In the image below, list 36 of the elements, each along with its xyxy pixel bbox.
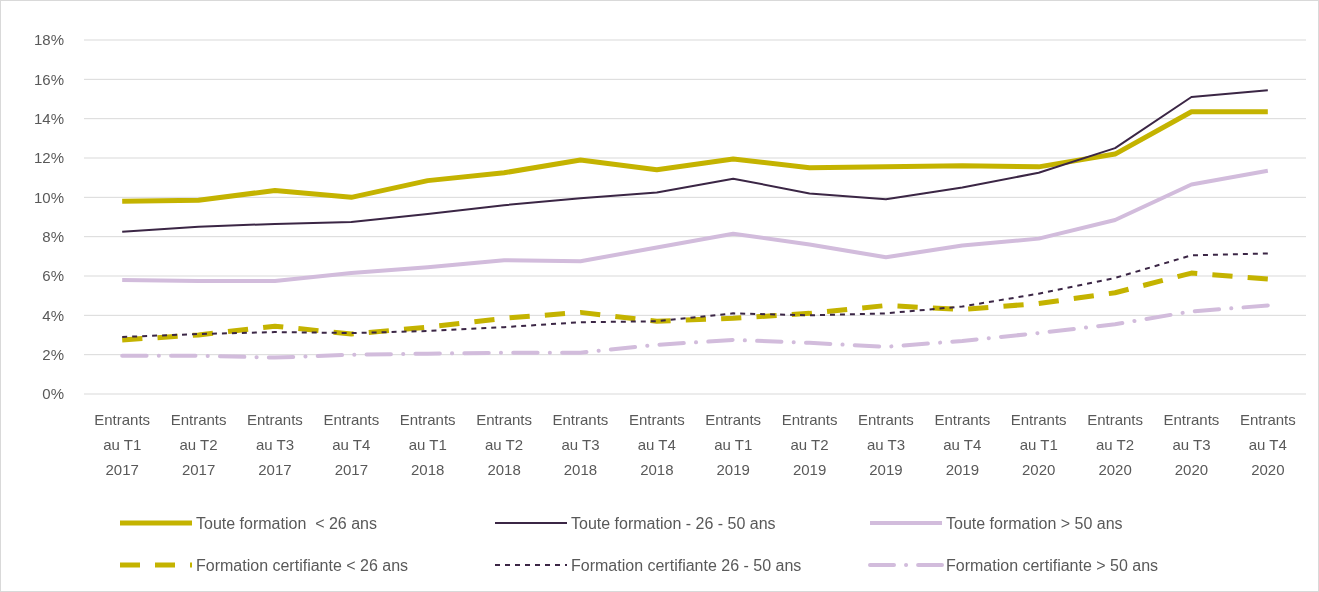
y-tick-label: 14% xyxy=(33,109,64,127)
y-tick-label: 18% xyxy=(33,31,64,49)
x-tick-label: Entrants au T1 2020 xyxy=(1010,411,1067,478)
x-tick-label: Entrants au T1 2019 xyxy=(705,411,762,478)
x-tick-label: Entrants au T4 2017 xyxy=(323,411,380,478)
legend-label: Toute formation > 50 ans xyxy=(946,514,1123,532)
x-tick-label: Entrants au T2 2019 xyxy=(781,411,838,478)
y-tick-label: 8% xyxy=(42,227,64,245)
x-tick-label: Entrants au T3 2017 xyxy=(247,411,303,478)
line-series xyxy=(121,252,1269,338)
y-tick-label: 4% xyxy=(42,306,64,324)
y-tick-label: 10% xyxy=(33,188,64,206)
x-tick-label: Entrants au T3 2018 xyxy=(552,411,609,478)
line-series xyxy=(120,168,1270,283)
x-tick-label: Entrants au T4 2019 xyxy=(934,411,991,478)
legend-label: Toute formation < 26 ans xyxy=(196,514,377,532)
legend-label: Toute formation - 26 - 50 ans xyxy=(571,514,776,532)
line-series xyxy=(121,89,1269,233)
y-tick-label: 0% xyxy=(42,385,64,403)
y-tick-label: 12% xyxy=(33,149,64,167)
x-tick-label: Entrants au T4 2018 xyxy=(628,411,685,478)
y-tick-label: 16% xyxy=(33,70,64,88)
line-series xyxy=(120,303,1270,360)
legend-label: Formation certifiante > 50 ans xyxy=(946,556,1159,574)
x-tick-label: Entrants au T2 2018 xyxy=(476,411,532,478)
x-tick-label: Entrants au T2 2020 xyxy=(1087,411,1143,478)
legend-label: Formation certifiante < 26 ans xyxy=(196,556,409,574)
y-tick-label: 6% xyxy=(42,267,64,285)
x-tick-label: Entrants au T4 2020 xyxy=(1239,411,1296,478)
x-tick-label: Entrants au T2 2017 xyxy=(170,411,227,478)
y-tick-label: 2% xyxy=(42,345,64,363)
x-tick-label: Entrants au T3 2019 xyxy=(858,411,914,478)
legend-label: Formation certifiante 26 - 50 ans xyxy=(571,556,802,574)
x-tick-label: Entrants au T1 2018 xyxy=(399,411,456,478)
x-tick-label: Entrants au T1 2017 xyxy=(94,411,151,478)
x-tick-label: Entrants au T3 2020 xyxy=(1163,411,1220,478)
